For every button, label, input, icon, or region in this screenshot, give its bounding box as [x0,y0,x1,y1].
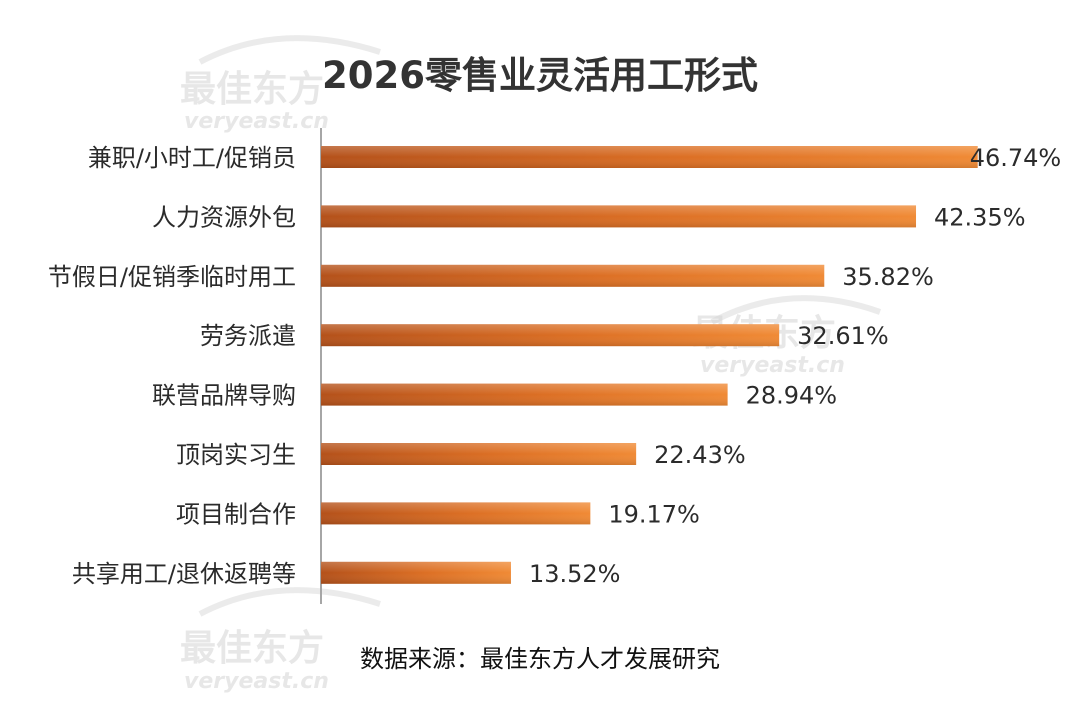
category-label-2: 人力资源外包 [152,203,296,231]
watermark-bottom-left: 最佳东方 veryeast.cn [180,587,381,694]
value-label-3: 35.82% [842,263,934,291]
bars-group [321,146,978,584]
bar-6-shading [321,443,637,465]
bar-1-shading [321,146,978,168]
watermark-domain-text: veryeast.cn [184,669,329,694]
category-labels-group: 兼职/小时工/促销员人力资源外包节假日/促销季临时用工劳务派遣联营品牌导购顶岗实… [48,144,296,588]
bar-7-shading [321,502,591,525]
value-labels-group: 46.74% 42.35% 35.82% 32.61% 28.94% 22.43% 19.1… [529,144,1061,588]
watermark-top-left: 最佳东方 veryeast.cn [180,35,381,134]
value-label-5: 28.94% [746,382,838,410]
value-label-4: 32.61% [797,322,889,350]
value-label-6: 22.43% [654,441,746,469]
category-label-6: 顶岗实习生 [176,441,296,469]
source-note: 数据来源：最佳东方人才发展研究 [360,645,720,673]
value-label-2: 42.35% [934,203,1026,231]
category-label-1: 兼职/小时工/促销员 [88,144,296,172]
bar-2-shading [321,205,917,228]
category-label-4: 劳务派遣 [200,322,296,350]
bar-4-shading [321,324,780,347]
watermark-domain-text: veryeast.cn [700,353,845,378]
bar-3-shading [321,264,825,287]
category-label-5: 联营品牌导购 [152,382,296,410]
value-label-8: 13.52% [529,560,621,588]
category-label-3: 节假日/促销季临时用工 [48,263,296,291]
category-label-8: 共享用工/退休返聘等 [72,560,296,588]
value-label-7: 19.17% [608,500,700,528]
watermark-brand-text: 最佳东方 [180,628,324,669]
bar-5-shading [321,383,728,406]
chart-title: 2026零售业灵活用工形式 [322,54,758,97]
value-label-1: 46.74% [970,144,1062,172]
category-label-7: 项目制合作 [176,500,296,528]
watermark-domain-text: veryeast.cn [184,109,329,134]
bar-8-shading [321,561,511,584]
watermark-brand-text: 最佳东方 [180,69,324,110]
